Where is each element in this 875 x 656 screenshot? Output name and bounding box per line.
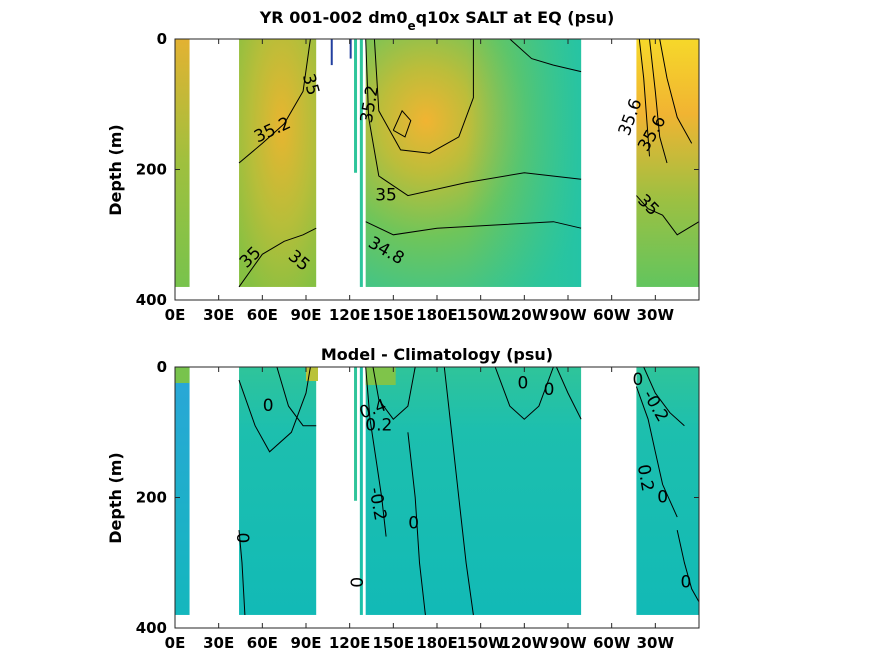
field-strip-a bbox=[354, 39, 358, 173]
x-tick-label: 150E bbox=[373, 634, 415, 652]
salinity-contours bbox=[238, 38, 700, 288]
x-tick-label: 180E bbox=[416, 634, 458, 652]
contour-io-0 bbox=[238, 366, 311, 453]
diff-strip-b bbox=[359, 367, 363, 615]
y-tick-label: 400 bbox=[136, 619, 167, 637]
diff-block-west-africa bbox=[175, 367, 190, 615]
y-tick-label: 0 bbox=[157, 358, 167, 376]
x-tick-label: 90E bbox=[290, 306, 321, 324]
contour-atl-3 bbox=[659, 38, 693, 144]
field-block-pacific-east bbox=[466, 39, 582, 287]
x-tick-label: 180E bbox=[416, 306, 458, 324]
top-panel-ylabel: Depth (m) bbox=[106, 124, 125, 216]
contour-label: 0 bbox=[632, 370, 643, 390]
difference-contours bbox=[238, 366, 700, 616]
contour-label: 0 bbox=[232, 533, 252, 544]
x-tick-label: 90W bbox=[549, 634, 587, 652]
contour-pac-0a bbox=[407, 432, 426, 616]
x-tick-label: 120W bbox=[500, 306, 548, 324]
y-tick-label: 200 bbox=[136, 489, 167, 507]
contour-atl-a bbox=[643, 366, 685, 427]
x-tick-label: 60W bbox=[593, 634, 631, 652]
y-tick-label: 400 bbox=[136, 291, 167, 309]
x-tick-label: 30W bbox=[637, 306, 675, 324]
contour-label: 0 bbox=[408, 514, 419, 534]
contour-atl-b bbox=[676, 529, 700, 603]
salinity-field bbox=[175, 39, 699, 287]
contour-pac-02 bbox=[365, 366, 387, 537]
contour-atl-2 bbox=[649, 38, 668, 164]
diff-strip-a bbox=[354, 367, 358, 501]
field-block-west-africa bbox=[175, 39, 190, 287]
diff-patch-a bbox=[175, 367, 190, 383]
contour-pac-east bbox=[509, 38, 582, 73]
x-tick-label: 60E bbox=[247, 634, 278, 652]
difference-field bbox=[175, 367, 699, 615]
field-block-atlantic bbox=[636, 39, 699, 287]
diff-block-indian-ocean bbox=[239, 367, 317, 615]
contour-pac-0b bbox=[443, 366, 474, 616]
contour-pac-core bbox=[392, 109, 412, 138]
x-tick-label: 90E bbox=[290, 634, 321, 652]
contour-label: 0.2 bbox=[633, 463, 657, 493]
contour-pac-04 bbox=[372, 366, 416, 420]
contour-label: 0.2 bbox=[365, 416, 392, 436]
x-tick-label: 60W bbox=[593, 306, 631, 324]
field-strip-b bbox=[359, 39, 363, 287]
contour-io-2 bbox=[238, 227, 317, 288]
x-tick-label: 150W bbox=[457, 306, 505, 324]
x-tick-label: 150W bbox=[457, 634, 505, 652]
y-tick-label: 0 bbox=[157, 30, 167, 48]
top-panel-title: YR 001-002 dm0eq10x SALT at EQ (psu) bbox=[259, 8, 615, 33]
bottom-panel-title: Model - Climatology (psu) bbox=[321, 345, 553, 364]
contour-label: 0 bbox=[345, 577, 365, 588]
contour-atl-1 bbox=[638, 38, 650, 157]
contour-io-1 bbox=[238, 38, 311, 164]
diff-patch-c bbox=[306, 367, 318, 381]
contour-atl-35 bbox=[636, 195, 700, 236]
contour-atl-0 bbox=[635, 386, 678, 518]
x-tick-label: 30E bbox=[203, 634, 234, 652]
x-tick-label: 30W bbox=[637, 634, 675, 652]
contour-pac-35 bbox=[365, 38, 582, 197]
x-tick-label: 60E bbox=[247, 306, 278, 324]
x-tick-label: 120W bbox=[500, 634, 548, 652]
x-tick-label: 0E bbox=[165, 634, 186, 652]
contour-label: 0 bbox=[517, 373, 528, 393]
contour-label: 0 bbox=[544, 380, 555, 400]
contour-io-b bbox=[238, 530, 246, 616]
contour-pac-348 bbox=[365, 221, 582, 236]
field-strip-c bbox=[330, 39, 333, 66]
x-tick-label: 0E bbox=[165, 306, 186, 324]
contour-pac-0c bbox=[494, 366, 554, 420]
bottom-panel-ylabel: Depth (m) bbox=[106, 452, 125, 544]
diff-block-pacific bbox=[365, 367, 582, 615]
diff-patch-b bbox=[365, 367, 396, 385]
contour-label: 0 bbox=[657, 488, 668, 508]
contour-label: 0 bbox=[680, 572, 691, 592]
x-tick-label: 120E bbox=[329, 634, 371, 652]
field-strip-d bbox=[349, 39, 352, 59]
diff-block-atlantic bbox=[636, 367, 699, 615]
x-tick-label: 30E bbox=[203, 306, 234, 324]
y-tick-label: 200 bbox=[136, 161, 167, 179]
contour-pac-0d bbox=[555, 366, 582, 420]
contour-label: 35 bbox=[375, 186, 397, 206]
x-tick-label: 120E bbox=[329, 306, 371, 324]
contour-io-a bbox=[276, 366, 317, 427]
contour-pac-352 bbox=[373, 38, 474, 154]
x-tick-label: 150E bbox=[373, 306, 415, 324]
contour-label: 0 bbox=[263, 396, 274, 416]
x-tick-label: 90W bbox=[549, 306, 587, 324]
